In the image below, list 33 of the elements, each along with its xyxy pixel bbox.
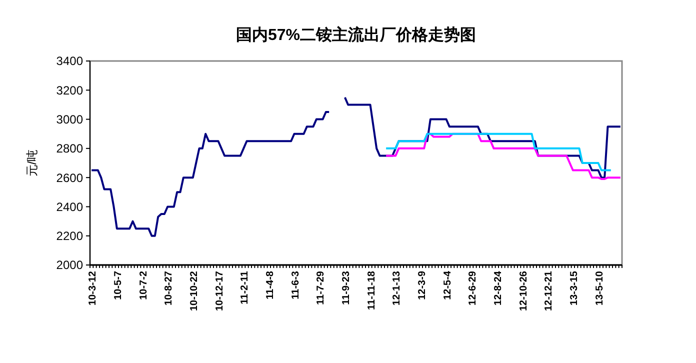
x-tick-label: 11-7-29 (316, 270, 327, 305)
chart-title: 国内57%二铵主流出厂价格走势图 (236, 25, 476, 44)
line-series (385, 132, 622, 180)
y-tick-label: 2800 (56, 142, 84, 156)
x-tick-label: 10-8-27 (164, 270, 175, 306)
y-axis-title: 元/吨 (25, 149, 39, 177)
x-tick-label: 13-3-15 (568, 270, 580, 306)
x-tick-label: 11-11-18 (366, 270, 378, 310)
x-tick-label: 11-6-3 (290, 270, 302, 300)
y-tick-label: 3400 (56, 54, 84, 68)
x-tick-label: 12-1-13 (392, 270, 403, 306)
x-tick-label: 12-12-21 (544, 270, 555, 312)
x-tick-label: 12-8-24 (492, 270, 504, 306)
x-tick-label: 11-2-11 (240, 270, 251, 304)
x-tick-label: 12-5-4 (442, 270, 454, 300)
x-tick-label: 10-10-22 (188, 270, 200, 312)
x-tick-label: 12-10-26 (518, 270, 530, 312)
y-tick-label: 2400 (56, 200, 84, 214)
x-tick-label: 13-5-10 (594, 270, 606, 306)
x-tick-label: 11-9-23 (340, 270, 352, 305)
x-tick-label: 10-5-7 (112, 270, 124, 300)
y-tick-label: 2000 (56, 258, 84, 272)
x-tick-label: 12-3-9 (416, 270, 428, 300)
x-tick-label: 10-3-12 (88, 270, 99, 306)
y-tick-label: 2200 (56, 229, 84, 244)
y-tick-label: 2600 (56, 170, 84, 185)
x-tick-label: 10-12-17 (214, 270, 226, 312)
y-tick-label: 3000 (56, 112, 84, 126)
x-tick-label: 10-7-2 (138, 270, 150, 300)
line-series (385, 132, 612, 172)
y-tick-label: 3200 (56, 83, 84, 98)
x-tick-label: 11-4-8 (264, 270, 276, 300)
x-tick-label: 12-6-29 (468, 270, 479, 306)
